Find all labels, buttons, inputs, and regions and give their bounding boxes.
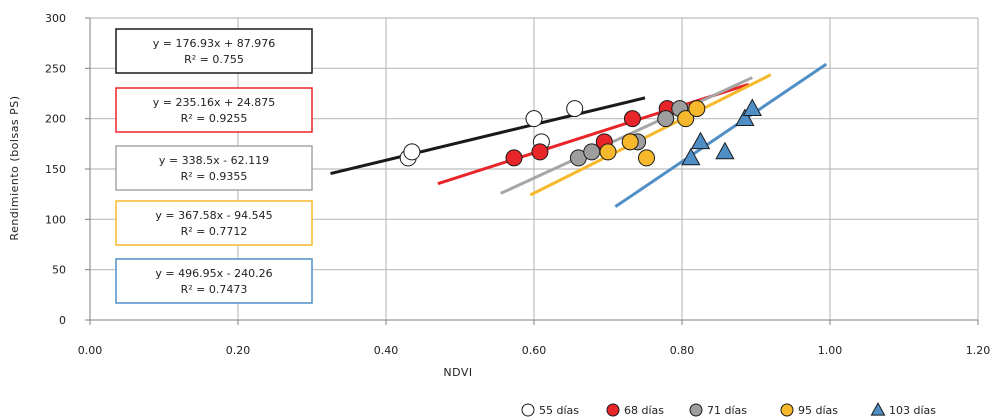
x-axis-title: NDVI <box>443 366 472 379</box>
data-point <box>505 149 523 167</box>
x-tick-label: 0.80 <box>670 344 695 357</box>
y-tick-label: 0 <box>59 314 66 327</box>
y-tick-label: 200 <box>45 113 66 126</box>
data-point <box>521 403 535 417</box>
r-squared: R² = 0.7712 <box>181 225 248 238</box>
trend-line <box>330 96 646 176</box>
regression-equation: y = 367.58x - 94.545 <box>155 209 272 222</box>
equation-box <box>115 87 313 133</box>
data-point <box>623 110 641 128</box>
legend-label: 95 días <box>798 404 838 417</box>
r-squared: R² = 0.9355 <box>181 170 248 183</box>
x-tick-label: 0.00 <box>78 344 103 357</box>
y-tick-label: 100 <box>45 213 66 226</box>
trend-lines <box>330 62 828 208</box>
data-point <box>780 403 794 417</box>
data-point <box>525 110 543 128</box>
axes <box>85 17 979 325</box>
regression-equation: y = 235.16x + 24.875 <box>153 96 275 109</box>
r-squared: R² = 0.7473 <box>181 283 248 296</box>
data-point <box>606 403 620 417</box>
data-point <box>689 403 703 417</box>
legend-label: 71 días <box>707 404 747 417</box>
y-axis-title: Rendimiento (bolsas PS) <box>8 95 21 240</box>
data-point <box>599 143 617 161</box>
data-point <box>531 143 549 161</box>
legend-label: 55 días <box>539 404 579 417</box>
data-point <box>657 110 675 128</box>
y-tick-label: 300 <box>45 12 66 25</box>
data-point <box>621 133 639 151</box>
y-tick-label: 50 <box>52 264 66 277</box>
data-point <box>870 402 886 416</box>
equation-box <box>115 145 313 191</box>
data-points <box>399 98 762 167</box>
trend-line <box>529 73 772 197</box>
x-tick-label: 0.40 <box>374 344 399 357</box>
legend: 55 días 68 días 71 días 95 días 103 días <box>521 402 936 417</box>
legend-label: 68 días <box>624 404 664 417</box>
data-point <box>715 141 735 160</box>
data-point <box>403 143 421 161</box>
x-tick-label: 0.60 <box>522 344 547 357</box>
equation-box <box>115 28 313 74</box>
y-tick-label: 250 <box>45 62 66 75</box>
legend-label: 103 días <box>889 404 936 417</box>
r-squared: R² = 0.755 <box>184 53 244 66</box>
data-point <box>690 131 711 150</box>
x-tick-label: 0.20 <box>226 344 251 357</box>
equation-box <box>115 200 313 246</box>
trend-line <box>614 62 828 208</box>
equation-boxes: y = 176.93x + 87.976 R² = 0.755 y = 235.16… <box>115 28 313 304</box>
equation-box <box>115 258 313 304</box>
data-point <box>566 100 584 118</box>
regression-equation: y = 496.95x - 240.26 <box>155 267 272 280</box>
regression-equation: y = 176.93x + 87.976 <box>153 37 275 50</box>
x-tick-label: 1.20 <box>966 344 991 357</box>
data-point <box>742 98 762 116</box>
data-point <box>637 149 655 167</box>
data-point <box>583 143 601 161</box>
data-point <box>677 110 695 128</box>
regression-equation: y = 338.5x - 62.119 <box>159 154 269 167</box>
data-point <box>735 108 755 127</box>
r-squared: R² = 0.9255 <box>181 112 248 125</box>
y-tick-labels: 0 50 100 150 200 250 300 <box>45 12 66 327</box>
y-tick-label: 150 <box>45 163 66 176</box>
x-tick-label: 1.00 <box>818 344 843 357</box>
data-point <box>681 147 701 166</box>
x-tick-labels: 0.00 0.20 0.40 0.60 0.80 1.00 1.20 <box>78 344 991 357</box>
data-point <box>688 100 706 118</box>
